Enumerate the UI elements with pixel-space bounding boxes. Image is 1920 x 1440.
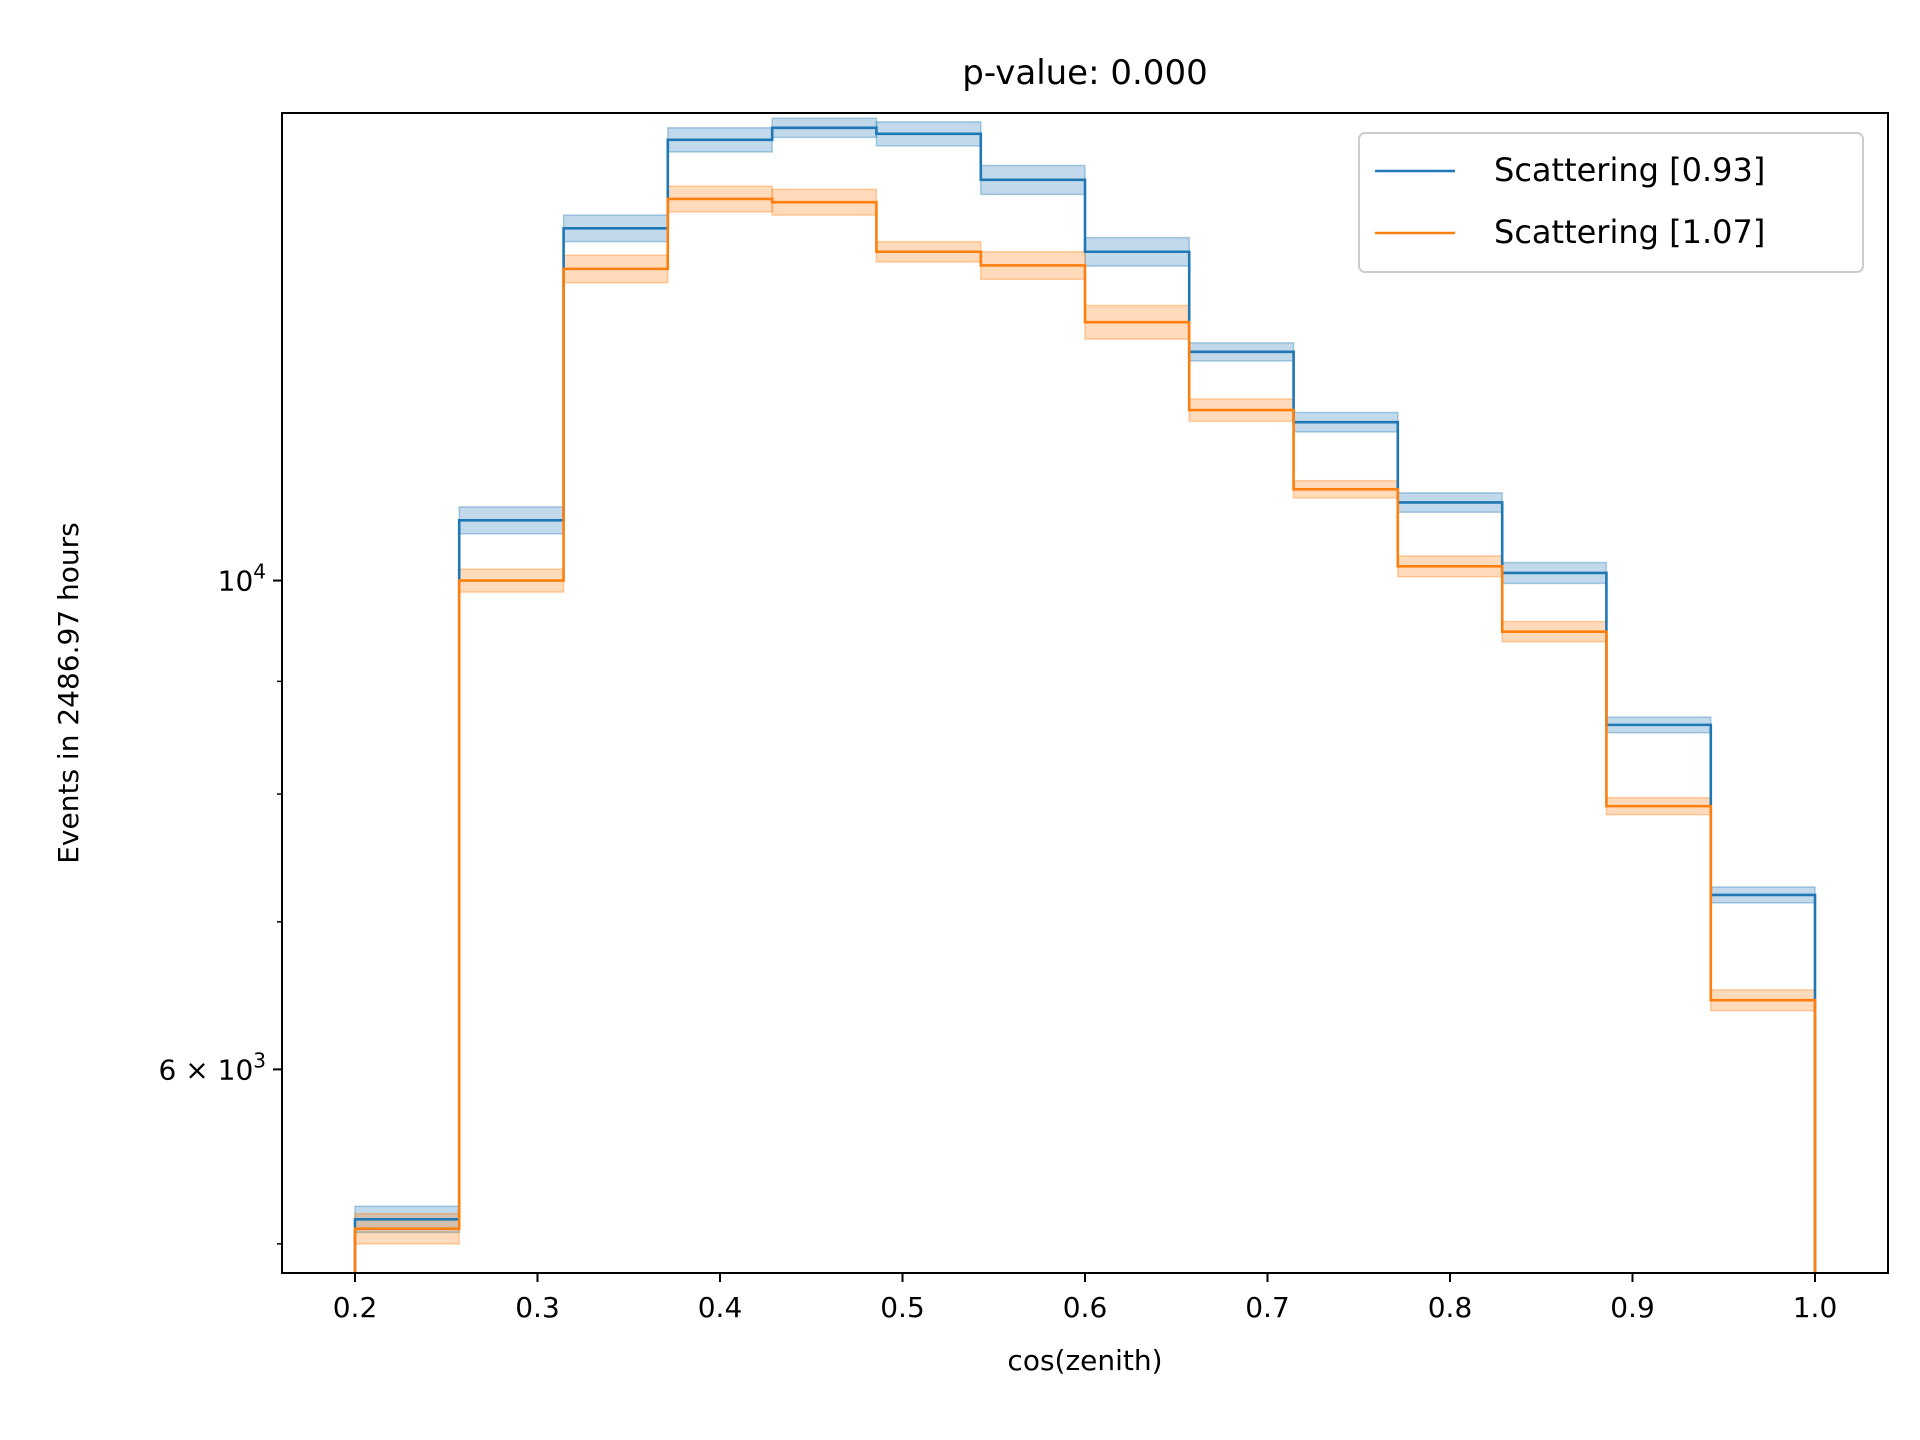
y-tick-label: 6 × 103 (159, 1048, 266, 1086)
legend-label-0: Scattering [0.93] (1494, 151, 1765, 189)
x-tick-label: 0.4 (698, 1291, 743, 1324)
x-tick-label: 0.3 (515, 1291, 560, 1324)
legend-label-1: Scattering [1.07] (1494, 213, 1765, 251)
x-tick-label: 0.6 (1063, 1291, 1108, 1324)
x-tick-label: 0.2 (333, 1291, 378, 1324)
y-axis-label: Events in 2486.97 hours (52, 522, 85, 864)
legend-box (1358, 132, 1864, 273)
x-tick-label: 0.9 (1610, 1291, 1655, 1324)
x-tick-label: 1.0 (1793, 1291, 1838, 1324)
series-lines (353, 126, 1817, 1273)
x-tick-label: 0.5 (880, 1291, 925, 1324)
chart-title: p-value: 0.000 (962, 53, 1207, 93)
y-axis-ticks: 104 6 × 103 (159, 560, 282, 1245)
legend: Scattering [0.93] Scattering [1.07] (1358, 132, 1864, 273)
x-tick-label: 0.8 (1428, 1291, 1473, 1324)
x-tick-label: 0.7 (1245, 1291, 1290, 1324)
series-line-1 (353, 197, 1817, 1273)
x-axis-label: cos(zenith) (1007, 1344, 1162, 1377)
y-tick-label: 104 (218, 560, 266, 598)
x-axis-ticks: 0.2 0.3 0.4 0.5 0.6 0.7 0.8 0.9 1.0 (333, 1273, 1838, 1324)
